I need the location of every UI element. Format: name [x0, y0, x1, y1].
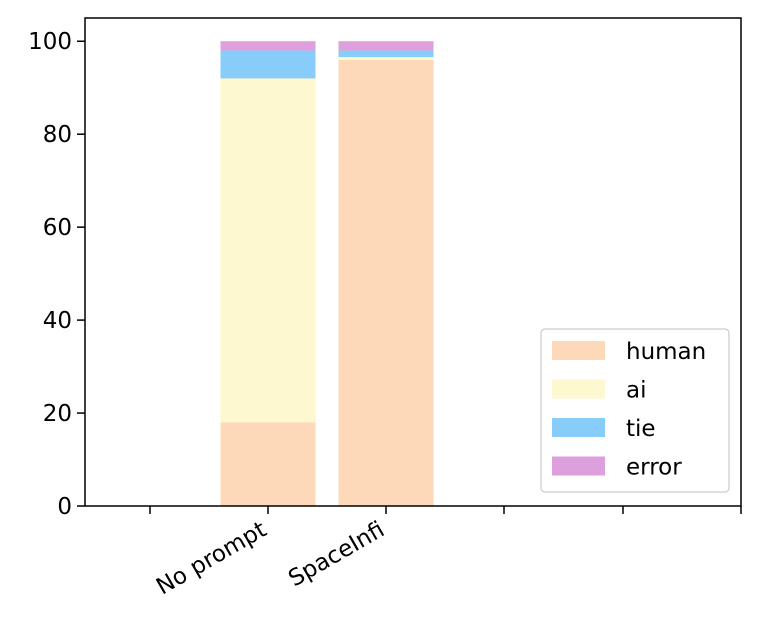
- bar-segment-tie-1: [338, 50, 434, 58]
- legend-swatch-ai: [552, 379, 605, 399]
- y-tick-label: 60: [43, 215, 72, 241]
- y-tick-label: 80: [43, 122, 72, 148]
- bar-segment-tie-0: [220, 50, 316, 79]
- legend-label-human: human: [626, 339, 706, 365]
- x-tick-label: No prompt: [152, 517, 271, 601]
- bar-segment-human-0: [220, 422, 316, 506]
- bar-segment-human-1: [338, 59, 434, 506]
- y-tick-label: 0: [57, 494, 72, 520]
- y-tick-label: 20: [43, 401, 72, 427]
- bar-segment-error-1: [338, 41, 434, 51]
- legend-swatch-human: [552, 341, 605, 360]
- y-axis: 0 20 40 60 80 100: [28, 29, 85, 520]
- x-tick-label: SpaceInfi: [284, 517, 389, 592]
- plot-frame: [84, 17, 742, 507]
- bar-segment-ai-0: [220, 78, 316, 423]
- bar-segment-ai-1: [338, 57, 434, 60]
- legend-swatch-error: [552, 456, 605, 476]
- x-axis: No prompt SpaceInfi: [149, 506, 742, 601]
- legend-box: [540, 328, 730, 493]
- y-tick-label: 40: [43, 308, 72, 334]
- legend-label-tie: tie: [626, 416, 656, 442]
- legend-label-ai: ai: [626, 378, 646, 404]
- legend-swatch-tie: [552, 418, 605, 437]
- legend-label-error: error: [626, 455, 682, 481]
- bar-segment-error-0: [220, 41, 316, 51]
- legend: human ai tie error: [540, 328, 730, 493]
- y-tick-label: 100: [28, 29, 72, 55]
- bars-layer: [220, 41, 434, 506]
